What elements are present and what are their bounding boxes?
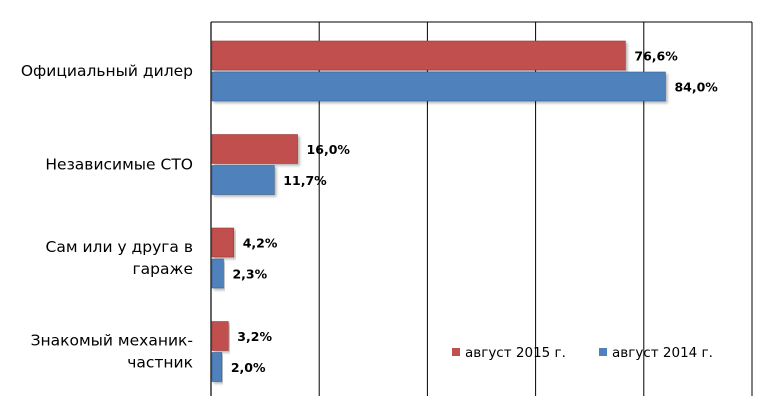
bar-series1-0	[211, 40, 626, 71]
category-label: Независимые СТО	[45, 156, 193, 174]
bar-series2-2	[211, 258, 224, 289]
category-label: Официальный дилер	[21, 62, 193, 80]
legend-label: август 2014 г.	[612, 345, 713, 361]
bar-series1-3	[211, 321, 229, 351]
data-labels: 76,6% 84,0% 16,0% 11,7% 4,2% 2,3% 3,2% 2,0%	[231, 49, 718, 376]
data-label: 84,0%	[674, 80, 718, 95]
data-label: 2,0%	[231, 360, 266, 375]
legend-swatch	[452, 348, 460, 356]
data-label: 11,7%	[283, 173, 327, 188]
data-label: 4,2%	[243, 236, 278, 251]
chart-bars	[211, 40, 666, 382]
bar-series2-3	[211, 352, 223, 382]
data-label: 76,6%	[634, 49, 678, 64]
bar-series2-1	[211, 165, 275, 195]
bar-series1-2	[211, 227, 235, 258]
category-labels: Официальный дилер Независимые СТО Сам или …	[21, 62, 193, 372]
legend-swatch	[599, 348, 607, 356]
bar-series2-0	[211, 71, 666, 102]
data-label: 2,3%	[232, 267, 267, 282]
data-label: 16,0%	[307, 142, 351, 157]
chart-legend: август 2015 г. август 2014 г.	[452, 345, 713, 361]
category-label: Знакомый механик-частник	[31, 332, 193, 372]
data-label: 3,2%	[237, 329, 272, 344]
category-label: Сам или у друга в гараже	[46, 238, 193, 278]
bar-series1-1	[211, 134, 298, 164]
legend-label: август 2015 г.	[465, 345, 566, 361]
